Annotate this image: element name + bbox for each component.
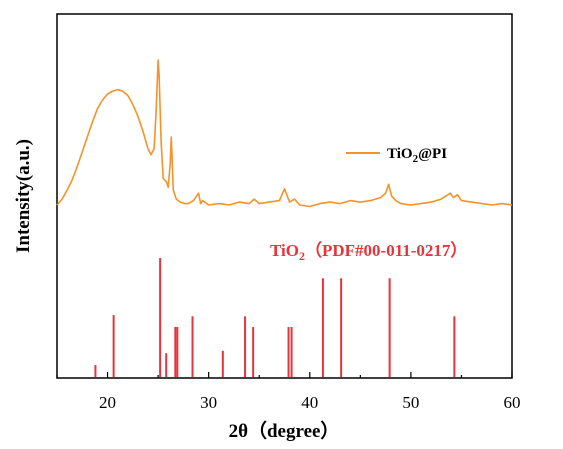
- x-tick-label: 20: [99, 393, 116, 412]
- x-axis-ticks: [56, 372, 513, 378]
- x-tick-label: 60: [504, 393, 521, 412]
- legend-label: TiO2@PI: [387, 146, 447, 165]
- plot-frame: [56, 13, 513, 379]
- x-axis-title: 2θ（degree）: [229, 419, 340, 442]
- y-axis-title: Intensity(a.u.): [13, 139, 34, 253]
- reference-label: TiO2（PDF#00-011-0217）: [270, 240, 467, 263]
- legend: TiO2@PI: [346, 146, 447, 165]
- x-tick-label: 30: [200, 393, 217, 412]
- x-tick-label: 50: [402, 393, 419, 412]
- series-line-tio2-pi: [56, 59, 513, 208]
- x-tick-label: 40: [301, 393, 318, 412]
- reference-bars: [94, 258, 456, 377]
- x-axis-tick-labels: 20 30 40 50 60: [99, 393, 520, 412]
